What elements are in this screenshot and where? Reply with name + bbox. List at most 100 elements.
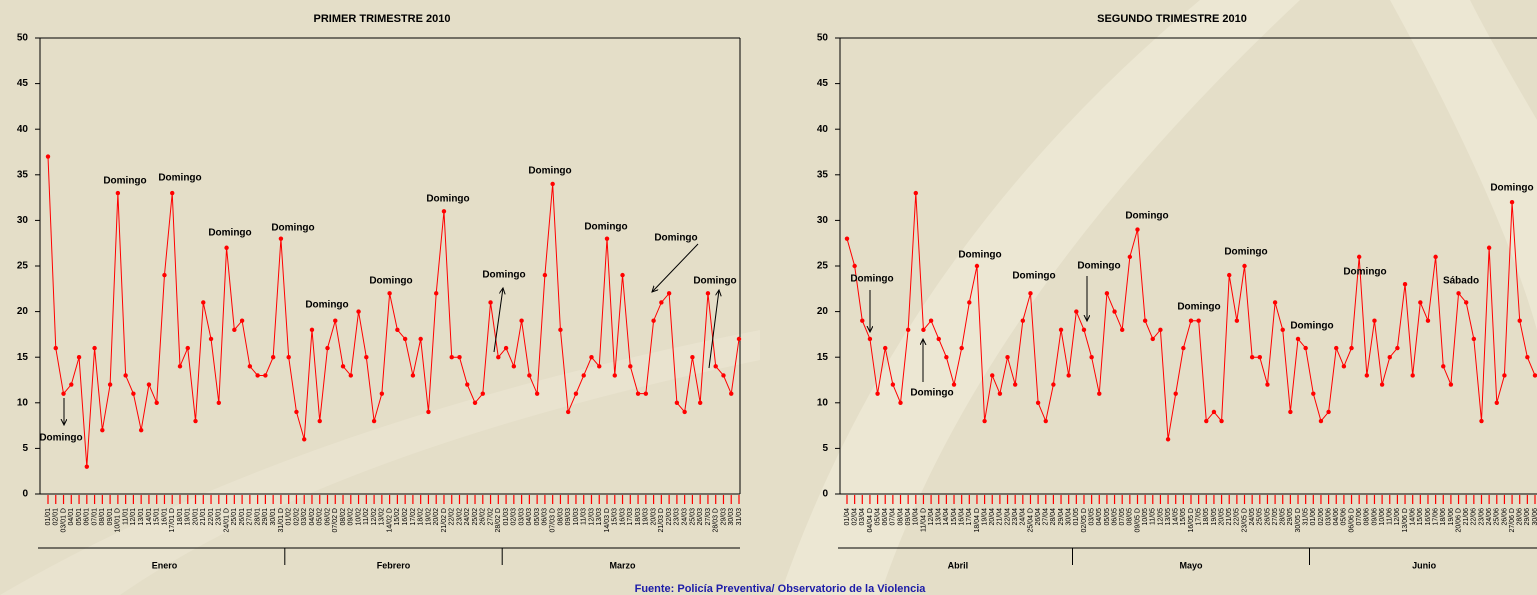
y-tick-label: 25 (817, 261, 829, 272)
data-point (1486, 245, 1492, 250)
data-point (208, 336, 214, 342)
data-point (1326, 409, 1331, 415)
x-tick-label: 08/01 (99, 508, 106, 526)
x-tick-label: 17/03 (627, 508, 634, 526)
data-point (356, 309, 361, 314)
x-tick-label: 22/04 (1004, 508, 1011, 526)
data-point (1448, 382, 1454, 387)
x-tick-label: 11/05 (1150, 508, 1157, 525)
x-tick-label: 23/03 (674, 508, 681, 526)
data-point (1479, 418, 1484, 424)
x-tick-label: 25/03 (689, 508, 696, 526)
data-point (1372, 318, 1377, 323)
data-point (1387, 355, 1392, 360)
data-point (659, 300, 664, 305)
data-point (674, 400, 680, 405)
data-point (944, 355, 949, 360)
data-point (604, 236, 610, 241)
data-point (278, 236, 284, 241)
x-tick-label: 26/01 (239, 508, 246, 526)
data-point (967, 300, 972, 305)
y-tick-label: 15 (817, 352, 829, 363)
data-point (565, 409, 571, 415)
chart-title: SEGUNDO TRIMESTRE 2010 (1097, 13, 1247, 25)
data-point (573, 391, 579, 396)
data-point (162, 272, 167, 278)
x-tick-label: 14/04 (943, 508, 950, 526)
x-tick-label: 02/04 (851, 508, 858, 526)
data-point (1074, 309, 1079, 314)
x-tick-label: 25/04 D (1027, 508, 1034, 533)
x-tick-label: 19/02 (425, 508, 432, 526)
data-point (1318, 418, 1324, 424)
annotation: Domingo (1177, 302, 1220, 313)
x-tick-label: 05/04 (874, 508, 881, 526)
data-point (457, 355, 462, 360)
x-tick-label: 24/01 D (223, 508, 230, 533)
annotation: Domingo (1343, 267, 1386, 278)
data-point (1104, 291, 1110, 296)
x-tick-label: 22/01 (208, 508, 215, 526)
data-point (402, 336, 408, 342)
x-tick-label: 09/04 (905, 508, 912, 526)
data-point (867, 336, 873, 342)
x-tick-label: 25/06 (1494, 508, 1501, 526)
data-point (1181, 345, 1186, 351)
data-point (270, 355, 276, 360)
data-point (1028, 291, 1033, 296)
data-point (170, 190, 175, 196)
x-tick-label: 28/05 (1280, 508, 1287, 526)
x-tick-label: 06/06 D (1348, 508, 1355, 533)
x-tick-label: 22/05 (1234, 508, 1241, 526)
y-tick-label: 35 (817, 169, 829, 180)
data-point (1249, 355, 1255, 360)
data-point (1242, 263, 1247, 269)
x-tick-label: 28/02 D (495, 508, 502, 533)
y-tick-label: 45 (17, 78, 29, 89)
data-point (232, 327, 237, 333)
group-label: Abril (948, 560, 969, 570)
x-tick-label: 01/05 (1073, 508, 1080, 526)
data-point (666, 291, 672, 296)
data-point (1043, 418, 1048, 424)
x-tick-label: 17/06 (1432, 508, 1439, 526)
x-tick-label: 21/01 (200, 508, 207, 526)
data-point (154, 400, 159, 405)
data-point (936, 336, 941, 342)
x-tick-label: 23/02 (456, 508, 463, 526)
data-point (76, 355, 82, 360)
data-point (1188, 318, 1194, 323)
x-tick-label: 24/02 (464, 508, 471, 526)
data-point (1058, 327, 1064, 333)
x-tick-label: 28/01 (254, 508, 261, 526)
data-point (247, 364, 253, 369)
data-point (340, 364, 346, 369)
annotation: Domingo (1290, 321, 1333, 332)
data-point (449, 355, 454, 360)
x-tick-label: 04/02 (309, 508, 316, 526)
annotation: Domingo (426, 194, 469, 205)
x-tick-label: 23/01 (216, 508, 223, 526)
data-point (123, 373, 128, 378)
data-point (1219, 418, 1224, 424)
group-label: Febrero (377, 560, 411, 570)
data-point (729, 391, 734, 396)
data-point (997, 391, 1003, 396)
data-point (1410, 373, 1415, 378)
x-tick-label: 06/05 (1111, 508, 1118, 526)
data-point (1234, 318, 1240, 323)
x-tick-label: 21/06 (1463, 508, 1470, 526)
data-point (990, 373, 995, 378)
x-tick-label: 04/06 (1333, 508, 1340, 526)
data-point (519, 318, 524, 323)
data-point (852, 263, 857, 269)
data-point (1097, 391, 1102, 396)
x-tick-label: 13/03 (596, 508, 603, 526)
data-point (1112, 309, 1117, 314)
data-point (1418, 300, 1423, 305)
x-tick-label: 20/02 (433, 508, 440, 526)
y-tick-label: 20 (17, 306, 29, 317)
data-point (418, 336, 423, 342)
data-point (1196, 318, 1201, 323)
data-point (974, 263, 980, 269)
